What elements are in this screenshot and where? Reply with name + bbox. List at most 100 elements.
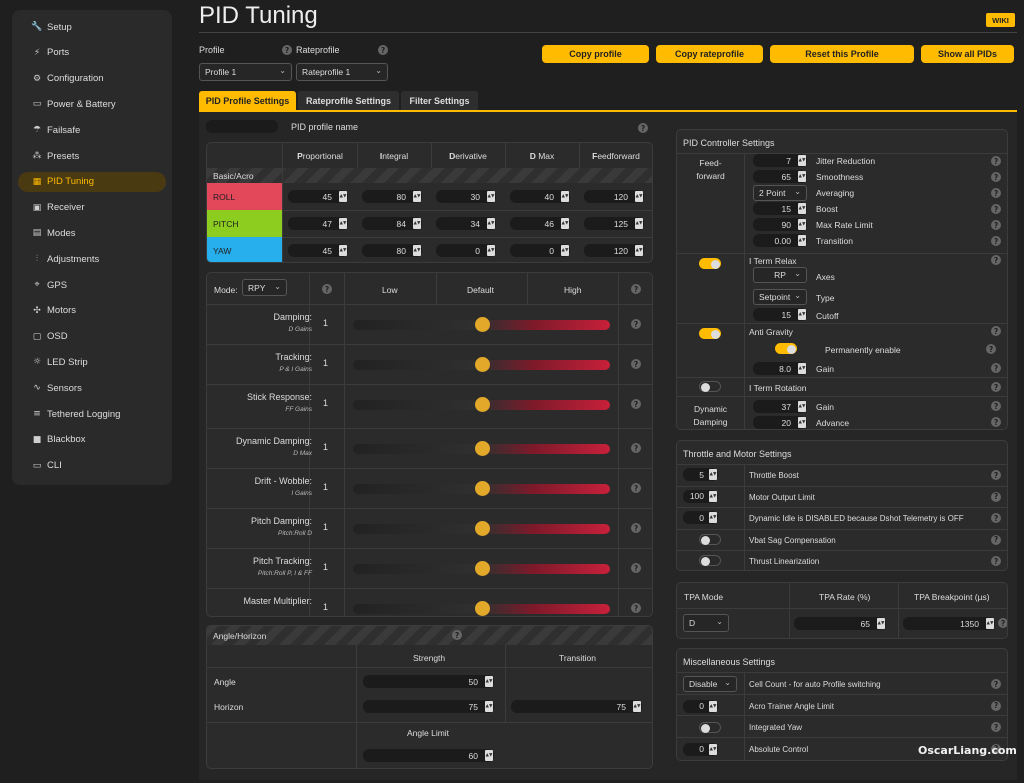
ff-input[interactable]: 7 ▲▼ xyxy=(753,154,807,167)
spinner-icon[interactable]: ▲▼ xyxy=(485,676,493,687)
throttle-input[interactable]: 100 ▲▼ xyxy=(683,489,718,503)
spinner-icon[interactable]: ▲▼ xyxy=(798,401,806,412)
slider-track[interactable] xyxy=(353,397,610,412)
anti-gravity-help-icon[interactable]: ? xyxy=(991,326,1001,336)
wiki-button[interactable]: WIKI xyxy=(986,13,1015,27)
anti-gravity-gain-help-icon[interactable]: ? xyxy=(991,363,1001,373)
throttle-toggle[interactable] xyxy=(699,533,721,545)
iterm-relax-toggle[interactable] xyxy=(699,258,721,269)
sidebar-item-motors[interactable]: ✣ Motors xyxy=(18,301,166,321)
slider-thumb[interactable] xyxy=(474,441,490,456)
pid-pitch-input[interactable]: 84 ▲▼ xyxy=(362,217,422,230)
slider-mode-select[interactable]: RPY ⌄ xyxy=(242,279,287,296)
throttle-help-icon[interactable]: ? xyxy=(991,470,1001,480)
tpa-breakpoint-input[interactable]: 1350 ▲▼ xyxy=(903,617,995,630)
misc-toggle[interactable] xyxy=(699,722,721,733)
sidebar-item-tethered-logging[interactable]: ≡ Tethered Logging xyxy=(18,404,166,424)
slider-track[interactable] xyxy=(353,601,610,616)
spinner-icon[interactable]: ▲▼ xyxy=(339,191,347,202)
angle-limit-input[interactable]: 60 ▲▼ xyxy=(363,749,494,762)
ff-input[interactable]: 90 ▲▼ xyxy=(753,218,807,231)
iterm-relax-cutoff-input[interactable]: 15 ▲▼ xyxy=(753,308,807,321)
spinner-icon[interactable]: ▲▼ xyxy=(487,245,495,256)
profile-select[interactable]: Profile 1 ⌄ xyxy=(199,63,292,81)
slider-thumb[interactable] xyxy=(474,521,490,536)
spinner-icon[interactable]: ▲▼ xyxy=(709,700,717,712)
mode-help-icon[interactable]: ? xyxy=(322,284,332,294)
spinner-icon[interactable]: ▲▼ xyxy=(635,218,643,229)
slider-track[interactable] xyxy=(353,481,610,496)
throttle-help-icon[interactable]: ? xyxy=(991,556,1001,566)
spinner-icon[interactable]: ▲▼ xyxy=(561,191,569,202)
misc-help-icon[interactable]: ? xyxy=(991,722,1001,732)
dynamic-damping-advance-help-icon[interactable]: ? xyxy=(991,417,1001,427)
spinner-icon[interactable]: ▲▼ xyxy=(798,417,806,428)
angle-strength-input[interactable]: 50 ▲▼ xyxy=(363,675,494,688)
pid-pitch-input[interactable]: 46 ▲▼ xyxy=(510,217,570,230)
spinner-icon[interactable]: ▲▼ xyxy=(339,218,347,229)
angle-horizon-help-icon[interactable]: ? xyxy=(452,630,462,640)
tpa-help-icon[interactable]: ? xyxy=(998,618,1007,628)
pid-profile-name-input[interactable] xyxy=(206,120,278,133)
spinner-icon[interactable]: ▲▼ xyxy=(485,701,493,712)
slider-help-icon[interactable]: ? xyxy=(631,399,641,409)
pid-pitch-input[interactable]: 47 ▲▼ xyxy=(288,217,348,230)
slider-thumb[interactable] xyxy=(474,357,490,372)
slider-header-help-icon[interactable]: ? xyxy=(631,284,641,294)
slider-help-icon[interactable]: ? xyxy=(631,563,641,573)
spinner-icon[interactable]: ▲▼ xyxy=(633,701,641,712)
iterm-rotation-help-icon[interactable]: ? xyxy=(991,382,1001,392)
sidebar-item-setup[interactable]: 🔧 Setup xyxy=(18,17,166,37)
slider-help-icon[interactable]: ? xyxy=(631,359,641,369)
ff-input[interactable]: 0.00 ▲▼ xyxy=(753,234,807,247)
spinner-icon[interactable]: ▲▼ xyxy=(709,743,717,755)
slider-help-icon[interactable]: ? xyxy=(631,443,641,453)
throttle-help-icon[interactable]: ? xyxy=(991,534,1001,545)
slider-track[interactable] xyxy=(353,521,610,536)
spinner-icon[interactable]: ▲▼ xyxy=(635,191,643,202)
tab-pid-profile-settings[interactable]: PID Profile Settings xyxy=(199,91,296,111)
profile-help-icon[interactable]: ? xyxy=(378,45,388,55)
spinner-icon[interactable]: ▲▼ xyxy=(798,235,806,246)
sidebar-item-ports[interactable]: ⚡ Ports xyxy=(18,43,166,63)
ff-averaging-select[interactable]: 2 Point ⌄ xyxy=(753,185,807,201)
sidebar-item-power-battery[interactable]: ▭ Power & Battery xyxy=(18,94,166,114)
show-all-pids-button[interactable]: Show all PIDs xyxy=(921,45,1014,63)
dynamic-damping-gain-input[interactable]: 37 ▲▼ xyxy=(753,400,807,413)
anti-gravity-permanent-toggle[interactable] xyxy=(775,343,797,354)
spinner-icon[interactable]: ▲▼ xyxy=(798,155,806,166)
spinner-icon[interactable]: ▲▼ xyxy=(561,218,569,229)
sidebar-item-adjustments[interactable]: ⫶ Adjustments xyxy=(18,249,166,269)
ff-help-icon[interactable]: ? xyxy=(991,156,1001,166)
horizon-transition-input[interactable]: 75 ▲▼ xyxy=(511,700,642,713)
pid-roll-input[interactable]: 120 ▲▼ xyxy=(584,190,644,203)
pid-yaw-input[interactable]: 0 ▲▼ xyxy=(510,244,570,257)
copy-profile-button[interactable]: Copy profile xyxy=(542,45,649,63)
ff-help-icon[interactable]: ? xyxy=(991,172,1001,182)
spinner-icon[interactable]: ▲▼ xyxy=(635,245,643,256)
misc-input[interactable]: 0 ▲▼ xyxy=(683,742,718,756)
spinner-icon[interactable]: ▲▼ xyxy=(339,245,347,256)
sidebar-item-failsafe[interactable]: ☂ Failsafe xyxy=(18,120,166,140)
throttle-help-icon[interactable]: ? xyxy=(991,491,1001,502)
spinner-icon[interactable]: ▲▼ xyxy=(798,363,806,374)
slider-track[interactable] xyxy=(353,441,610,456)
pid-yaw-input[interactable]: 45 ▲▼ xyxy=(288,244,348,257)
pid-pitch-input[interactable]: 125 ▲▼ xyxy=(584,217,644,230)
slider-track[interactable] xyxy=(353,317,610,332)
slider-help-icon[interactable]: ? xyxy=(631,483,641,493)
tpa-mode-select[interactable]: D ⌄ xyxy=(683,614,729,632)
pid-yaw-input[interactable]: 80 ▲▼ xyxy=(362,244,422,257)
anti-gravity-toggle[interactable] xyxy=(699,328,721,339)
tab-filter-settings[interactable]: Filter Settings xyxy=(401,91,478,111)
slider-thumb[interactable] xyxy=(474,397,490,412)
tab-rateprofile-settings[interactable]: Rateprofile Settings xyxy=(298,91,399,111)
spinner-icon[interactable]: ▲▼ xyxy=(798,309,806,320)
throttle-help-icon[interactable]: ? xyxy=(991,513,1001,523)
sidebar-item-osd[interactable]: ▢ OSD xyxy=(18,327,166,347)
slider-thumb[interactable] xyxy=(474,317,490,332)
spinner-icon[interactable]: ▲▼ xyxy=(798,219,806,230)
sidebar-item-sensors[interactable]: ∿ Sensors xyxy=(18,378,166,398)
rateprofile-select[interactable]: Rateprofile 1 ⌄ xyxy=(296,63,388,81)
pid-yaw-input[interactable]: 120 ▲▼ xyxy=(584,244,644,257)
